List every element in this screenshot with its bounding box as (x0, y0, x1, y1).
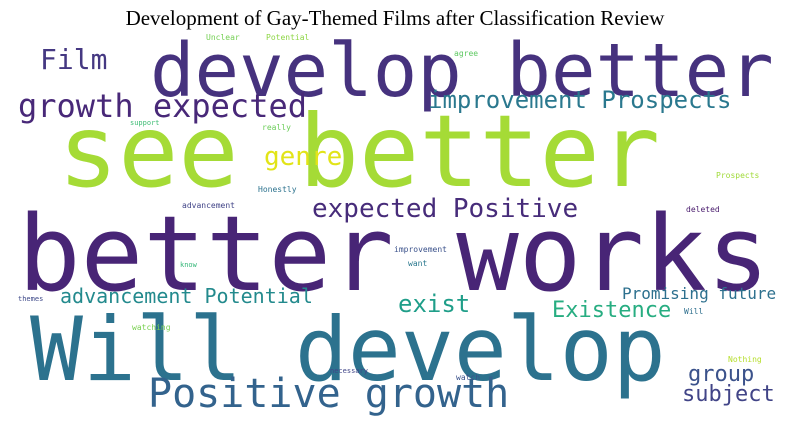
cloud-word: want (408, 259, 428, 268)
word-cloud: develop better see better better works Will… (18, 34, 778, 420)
cloud-word: Film (40, 43, 108, 76)
cloud-word: Promising future (622, 284, 777, 303)
cloud-word: group (688, 362, 755, 387)
cloud-word: growth expected (18, 87, 307, 125)
cloud-word: expected Positive (312, 194, 579, 224)
cloud-word: Will develop (30, 298, 666, 401)
cloud-word: Nothing (728, 355, 762, 364)
cloud-word: better works (18, 193, 770, 315)
cloud-word: deleted (686, 205, 720, 214)
cloud-word: Positive growth (148, 371, 510, 417)
cloud-word: see better (58, 93, 661, 210)
cloud-word: genre (264, 142, 343, 172)
cloud-word: improvement (394, 245, 447, 254)
cloud-word: Potential (266, 33, 310, 42)
cloud-word: subject (682, 382, 775, 407)
cloud-word: Will (684, 307, 704, 316)
cloud-word: know (180, 261, 197, 269)
cloud-word: advancement (182, 201, 235, 210)
cloud-word: develop better (150, 28, 774, 114)
cloud-word: necessary (330, 367, 368, 375)
cloud-word: improvement Prospects (428, 86, 732, 114)
cloud-word: Unclear (206, 33, 240, 42)
cloud-word: themes (18, 295, 44, 303)
cloud-word: exist (398, 290, 471, 318)
cloud-word: really (262, 123, 291, 132)
cloud-word: agree (454, 49, 479, 58)
cloud-word: Prospects (716, 171, 760, 180)
cloud-word: Existence (552, 298, 672, 323)
cloud-word: support (130, 119, 160, 127)
cloud-word: watch (456, 373, 481, 382)
cloud-word: advancement Potential (60, 284, 313, 308)
figure-title: Development of Gay-Themed Films after Cl… (125, 6, 665, 30)
cloud-word: watching (132, 323, 171, 332)
cloud-word: Honestly (258, 185, 297, 194)
